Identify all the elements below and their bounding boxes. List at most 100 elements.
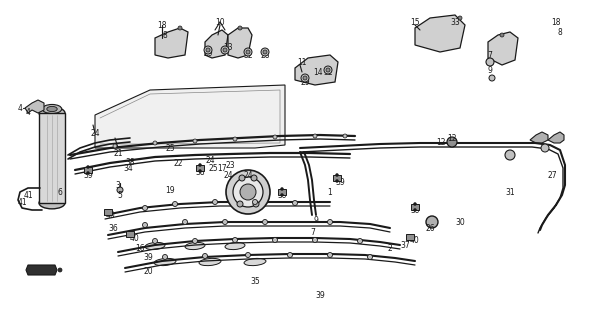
Circle shape <box>303 76 307 80</box>
Circle shape <box>313 134 317 138</box>
Text: 21: 21 <box>113 148 123 157</box>
Text: 34: 34 <box>123 164 133 172</box>
Text: 24: 24 <box>90 129 100 138</box>
Circle shape <box>198 164 202 166</box>
Text: 7: 7 <box>488 51 493 60</box>
Text: 8: 8 <box>162 30 167 39</box>
Text: 41: 41 <box>17 197 27 206</box>
Bar <box>333 175 341 181</box>
Text: 37: 37 <box>400 241 410 250</box>
Ellipse shape <box>244 258 266 266</box>
Text: 24: 24 <box>205 156 215 164</box>
Text: 38: 38 <box>195 167 205 177</box>
Circle shape <box>226 170 270 214</box>
Text: 39: 39 <box>277 190 287 199</box>
Ellipse shape <box>39 107 65 119</box>
Text: 38: 38 <box>125 157 135 166</box>
Ellipse shape <box>47 107 57 112</box>
Text: 7: 7 <box>310 228 315 236</box>
Text: 40: 40 <box>105 211 115 220</box>
Text: 17: 17 <box>217 164 227 172</box>
Ellipse shape <box>39 197 65 209</box>
Text: 20: 20 <box>143 268 153 276</box>
Text: 39: 39 <box>83 171 93 180</box>
Circle shape <box>58 268 62 272</box>
Circle shape <box>336 173 338 177</box>
Circle shape <box>368 254 373 260</box>
Circle shape <box>505 150 515 160</box>
Text: 32: 32 <box>323 68 333 76</box>
Ellipse shape <box>145 243 165 250</box>
Circle shape <box>237 201 243 207</box>
Polygon shape <box>228 28 252 58</box>
Circle shape <box>238 26 242 30</box>
Text: 1: 1 <box>328 188 333 196</box>
Circle shape <box>489 75 495 81</box>
Circle shape <box>162 254 168 260</box>
Text: 32: 32 <box>243 51 253 60</box>
Circle shape <box>240 184 256 200</box>
Text: 29: 29 <box>203 49 213 58</box>
Bar <box>84 167 92 173</box>
Text: 16: 16 <box>135 244 145 252</box>
Text: 31: 31 <box>505 188 515 196</box>
Circle shape <box>198 170 202 172</box>
Circle shape <box>246 50 250 54</box>
Circle shape <box>486 58 494 66</box>
Circle shape <box>500 33 504 37</box>
Circle shape <box>414 209 417 212</box>
Circle shape <box>328 220 333 225</box>
Text: 26: 26 <box>425 223 435 233</box>
Text: 30: 30 <box>455 218 465 227</box>
Text: 11: 11 <box>297 58 307 67</box>
Polygon shape <box>488 32 518 65</box>
Circle shape <box>288 252 293 258</box>
Text: 12: 12 <box>436 138 446 147</box>
Circle shape <box>221 46 229 54</box>
Circle shape <box>245 252 251 258</box>
Text: 8: 8 <box>558 28 562 36</box>
Text: 40: 40 <box>410 236 420 244</box>
Text: 23: 23 <box>225 161 235 170</box>
Ellipse shape <box>199 258 221 266</box>
Polygon shape <box>415 15 465 52</box>
Text: 14: 14 <box>313 68 323 76</box>
Text: 40: 40 <box>130 234 140 243</box>
Circle shape <box>239 175 245 181</box>
Circle shape <box>232 237 238 243</box>
Circle shape <box>293 201 297 205</box>
Text: 39: 39 <box>335 178 345 187</box>
Text: 39: 39 <box>143 253 153 262</box>
Text: 6: 6 <box>57 188 63 196</box>
Text: 4: 4 <box>26 108 30 116</box>
Circle shape <box>143 222 147 228</box>
Text: 4: 4 <box>17 103 23 113</box>
Text: 27: 27 <box>547 171 557 180</box>
Polygon shape <box>95 85 285 148</box>
Circle shape <box>447 137 457 147</box>
Bar <box>196 165 204 171</box>
Bar <box>104 209 112 215</box>
Circle shape <box>117 187 123 193</box>
Circle shape <box>272 237 278 243</box>
Polygon shape <box>530 132 548 143</box>
Bar <box>39 113 65 203</box>
Bar <box>126 231 134 237</box>
Circle shape <box>312 237 318 243</box>
Circle shape <box>223 220 227 225</box>
Circle shape <box>206 48 210 52</box>
Polygon shape <box>548 132 564 143</box>
Polygon shape <box>155 28 188 58</box>
Circle shape <box>153 141 157 145</box>
Text: 18: 18 <box>157 20 167 29</box>
Polygon shape <box>205 30 228 58</box>
Polygon shape <box>25 100 44 113</box>
Circle shape <box>328 252 333 258</box>
Circle shape <box>301 74 309 82</box>
Text: 5: 5 <box>118 190 122 199</box>
Circle shape <box>87 172 90 174</box>
Circle shape <box>204 46 212 54</box>
Circle shape <box>213 199 217 204</box>
Text: 35: 35 <box>250 277 260 286</box>
Circle shape <box>251 175 257 181</box>
